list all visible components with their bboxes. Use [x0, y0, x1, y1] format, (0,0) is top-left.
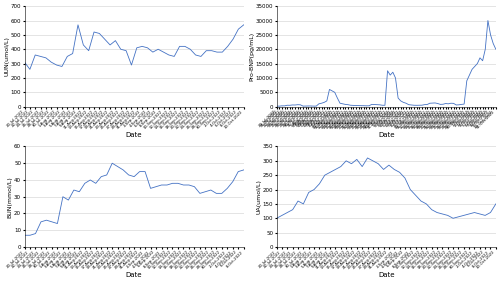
Y-axis label: UUN(umol/L): UUN(umol/L)	[4, 36, 9, 76]
Y-axis label: UA(umol/L): UA(umol/L)	[256, 179, 262, 214]
X-axis label: Date: Date	[126, 131, 142, 138]
X-axis label: Date: Date	[378, 272, 394, 278]
Y-axis label: BUN(mmol/L): BUN(mmol/L)	[8, 176, 12, 218]
X-axis label: Date: Date	[378, 131, 394, 138]
Y-axis label: Pro-BNP(pg/mL): Pro-BNP(pg/mL)	[250, 32, 254, 81]
X-axis label: Date: Date	[126, 272, 142, 278]
